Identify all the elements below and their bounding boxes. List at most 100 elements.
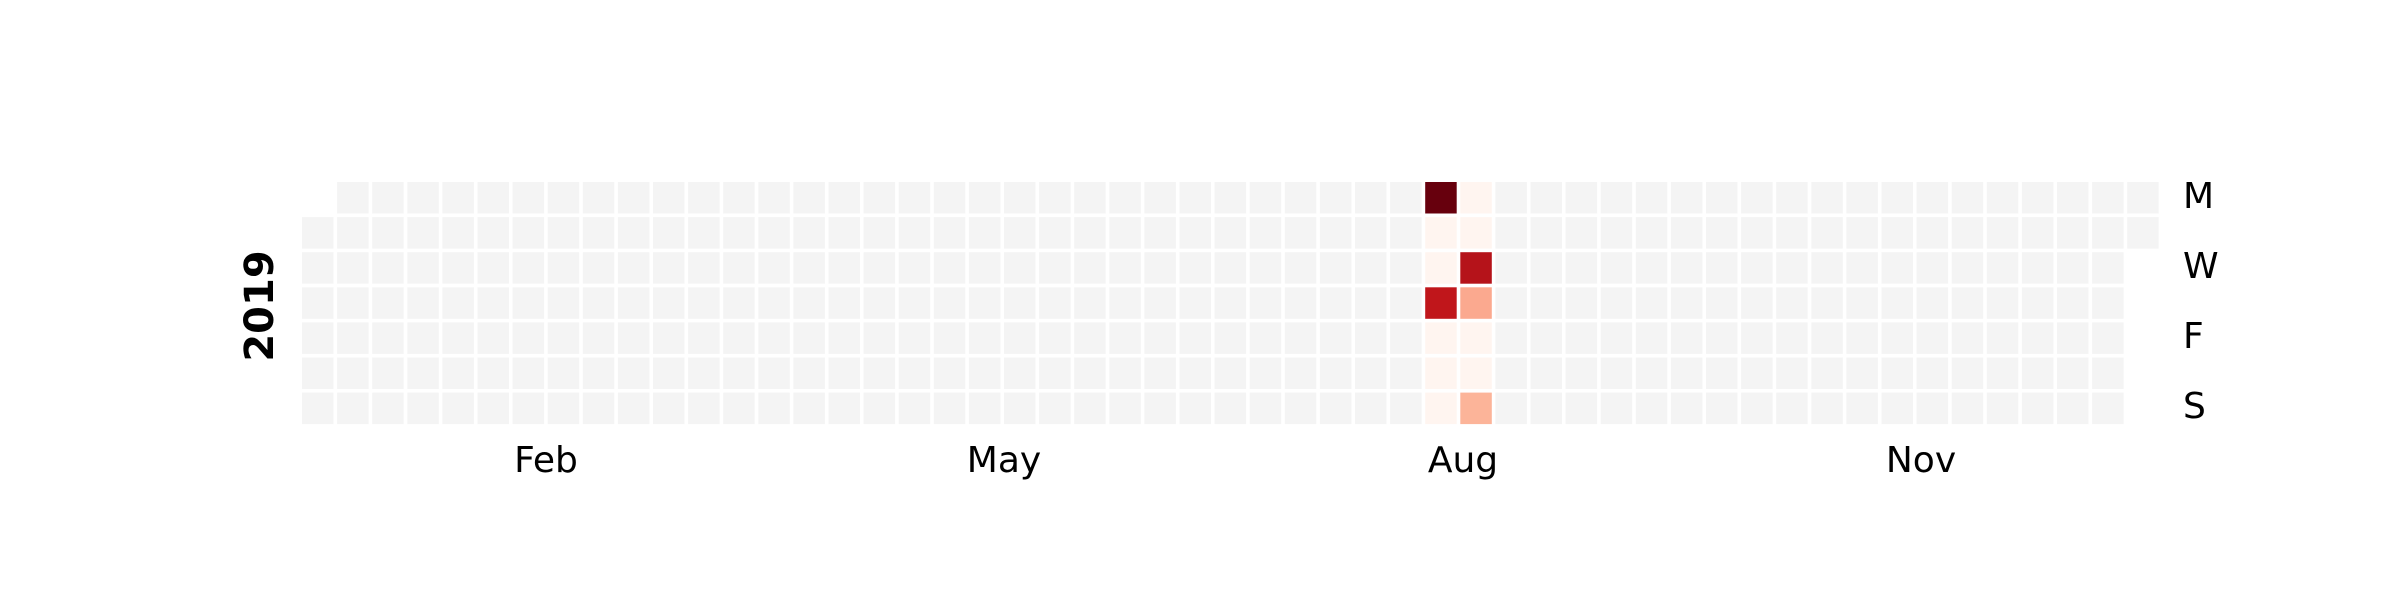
day-cell (1741, 322, 1773, 354)
day-cell (1109, 182, 1141, 214)
day-cell (547, 392, 580, 425)
day-cell (1811, 182, 1843, 214)
day-cell (1390, 322, 1422, 354)
day-cell (1284, 217, 1317, 249)
day-cell (1144, 217, 1176, 249)
day-cell (1284, 322, 1317, 354)
day-cell (2057, 182, 2089, 214)
day-cell (1916, 287, 1949, 319)
day-cell (1355, 182, 1387, 214)
day-cell (512, 357, 545, 389)
day-cell (372, 287, 404, 319)
day-cell (2021, 322, 2054, 354)
day-cell (1495, 287, 1527, 319)
day-cell (1004, 357, 1036, 389)
day-cell (372, 182, 404, 214)
x-tick-label-may: May (967, 440, 1041, 481)
day-cell (828, 287, 860, 319)
day-cell (1109, 217, 1141, 249)
day-cell (302, 322, 334, 354)
day-cell (758, 182, 790, 214)
day-cell (1039, 182, 1071, 214)
day-cell (442, 217, 474, 249)
day-cell (653, 217, 685, 249)
day-cell (547, 357, 580, 389)
y-tick-label-w: W (2183, 246, 2219, 287)
day-cell (1109, 322, 1141, 354)
day-cell (2092, 287, 2124, 319)
day-cell (1916, 252, 1949, 284)
day-cell (1425, 392, 1457, 425)
day-cell (372, 252, 404, 284)
day-cell (828, 357, 860, 389)
day-cell (2092, 252, 2124, 284)
day-cell (793, 322, 825, 354)
day-cell (1179, 217, 1211, 249)
day-cell (1495, 322, 1527, 354)
day-cell (337, 357, 369, 389)
day-cell (1495, 357, 1527, 389)
day-cell (1635, 217, 1668, 249)
day-cell (688, 392, 720, 425)
day-cell (863, 217, 896, 249)
day-cell (1495, 392, 1527, 425)
day-cell (1425, 322, 1457, 354)
day-cell (688, 322, 720, 354)
day-cell (723, 392, 755, 425)
day-cell (1179, 392, 1211, 425)
day-cell (1074, 182, 1106, 214)
day-cell (1425, 287, 1457, 319)
day-cell (1916, 182, 1949, 214)
day-cell (372, 357, 404, 389)
day-cell (1004, 322, 1036, 354)
day-cell (1741, 287, 1773, 319)
day-cell (1565, 182, 1598, 214)
day-cell (688, 357, 720, 389)
day-cell (1074, 252, 1106, 284)
day-cell (2057, 392, 2089, 425)
day-cell (968, 392, 1001, 425)
day-cell (653, 287, 685, 319)
day-cell (337, 217, 369, 249)
day-cell (512, 182, 545, 214)
day-cell (547, 217, 580, 249)
day-cell (582, 287, 615, 319)
day-cell (1846, 392, 1878, 425)
day-cell (1495, 217, 1527, 249)
day-cell (933, 217, 966, 249)
year-label: 2019 (237, 250, 283, 361)
day-cell (1284, 357, 1317, 389)
day-cell (1530, 182, 1562, 214)
day-cell (1284, 392, 1317, 425)
day-cell (1390, 252, 1422, 284)
day-cell (1881, 252, 1913, 284)
day-cell (477, 182, 509, 214)
day-cell (1495, 252, 1527, 284)
day-cell (1846, 287, 1878, 319)
day-cell (723, 182, 755, 214)
day-cell (1074, 357, 1106, 389)
day-cell (793, 182, 825, 214)
day-cell (442, 392, 474, 425)
day-cell (1109, 252, 1141, 284)
day-cell (828, 217, 860, 249)
day-cell (1214, 322, 1247, 354)
day-cell (1460, 322, 1492, 354)
day-cell (512, 322, 545, 354)
day-cell (1706, 322, 1738, 354)
day-cell (1284, 287, 1317, 319)
day-cell (1776, 392, 1808, 425)
day-cell (2021, 182, 2054, 214)
day-cell (1600, 322, 1633, 354)
day-cell (1951, 252, 1984, 284)
day-cell (1390, 182, 1422, 214)
day-cell (793, 217, 825, 249)
day-cell (1530, 252, 1562, 284)
day-cell (828, 392, 860, 425)
day-cell (1355, 252, 1387, 284)
day-cell (968, 252, 1001, 284)
day-cell (477, 252, 509, 284)
day-cell (582, 392, 615, 425)
day-cell (1846, 357, 1878, 389)
